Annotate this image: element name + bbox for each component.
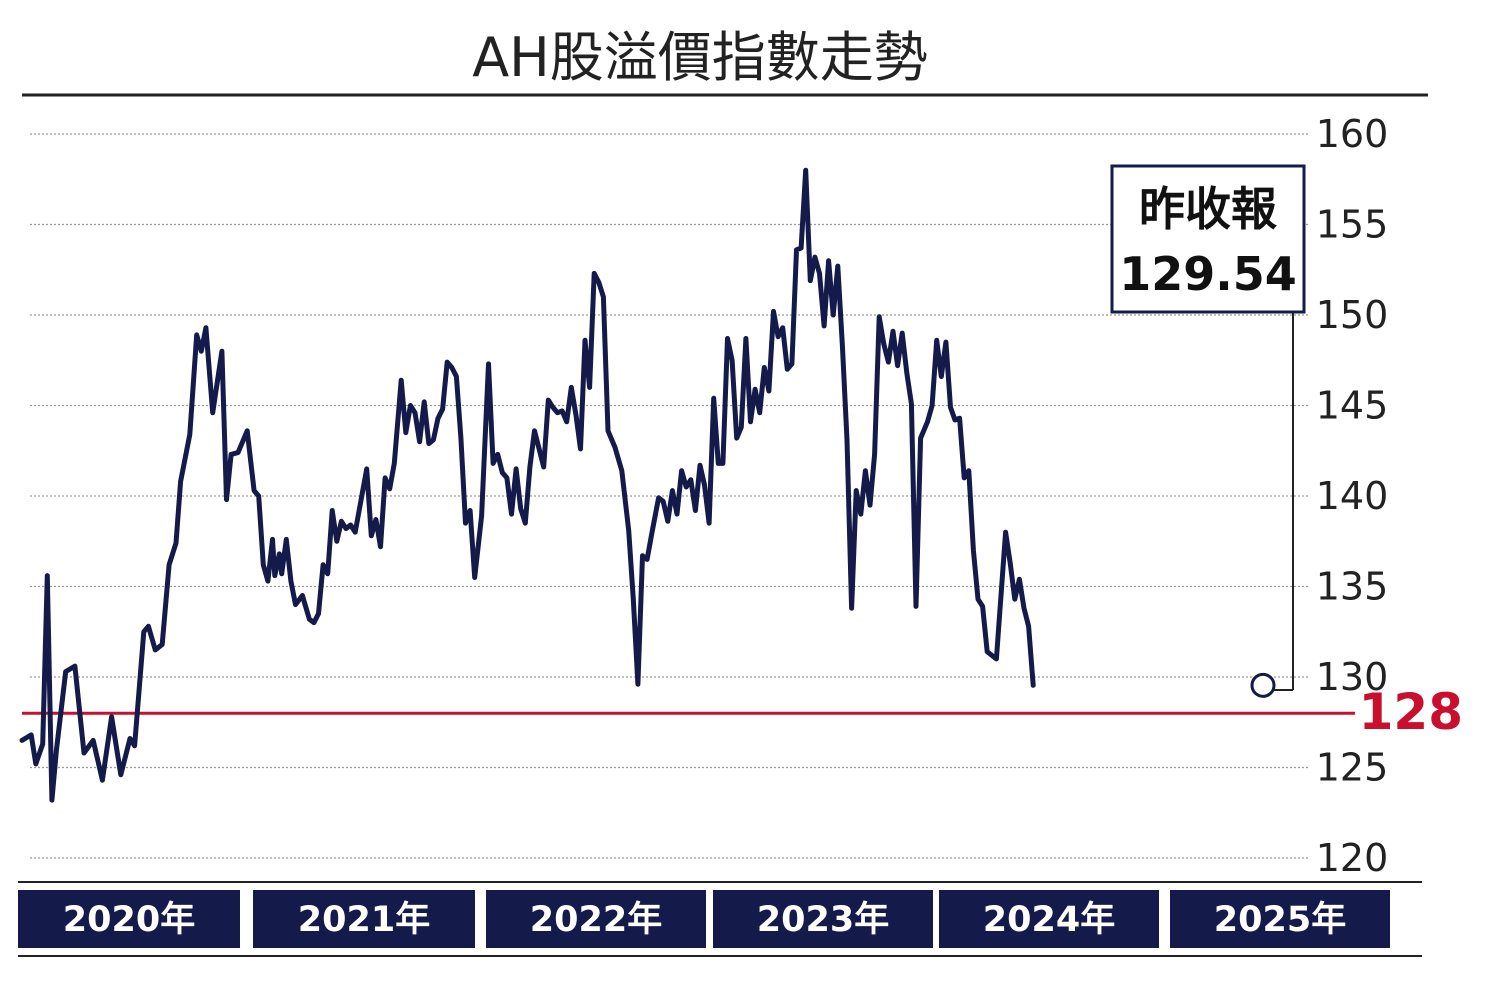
series-group — [19, 167, 1036, 803]
year-label: 2021年 — [298, 900, 430, 940]
chart-title: AH股溢價指數走勢 — [472, 26, 928, 89]
y-axis-ticks: 120 125 130 135 140 145 150 155 160 — [1316, 112, 1389, 880]
last-point-marker — [1250, 672, 1276, 698]
y-tick-label: 155 — [1316, 203, 1389, 247]
y-tick-label: 120 — [1316, 836, 1389, 880]
year-band — [18, 890, 240, 948]
series-line — [19, 167, 1036, 803]
year-band — [1170, 890, 1390, 948]
year-band — [253, 890, 475, 948]
year-label: 2024年 — [983, 900, 1115, 940]
reference-line-label: 128 — [1359, 683, 1463, 741]
year-label: 2020年 — [63, 900, 195, 940]
callout-label: 昨收報 — [1139, 182, 1277, 236]
callout-value: 129.54 — [1119, 247, 1297, 301]
last-value-callout: 昨收報 129.54 — [1110, 164, 1306, 314]
y-tick-label: 140 — [1316, 474, 1389, 518]
y-tick-label: 125 — [1316, 746, 1389, 790]
y-tick-label: 145 — [1316, 384, 1389, 428]
y-tick-label: 150 — [1316, 293, 1389, 337]
year-label: 2025年 — [1214, 900, 1346, 940]
year-band — [939, 890, 1159, 948]
y-tick-label: 130 — [1316, 655, 1389, 699]
y-tick-label: 135 — [1316, 565, 1389, 609]
y-tick-label: 160 — [1316, 112, 1389, 156]
year-label: 2022年 — [530, 900, 662, 940]
year-label: 2023年 — [757, 900, 889, 940]
year-bands: 2020年 2021年 2022年 2023年 2024年 2025年 — [18, 890, 1390, 948]
year-band — [486, 890, 706, 948]
year-band — [713, 890, 933, 948]
callout-box — [1110, 164, 1306, 314]
